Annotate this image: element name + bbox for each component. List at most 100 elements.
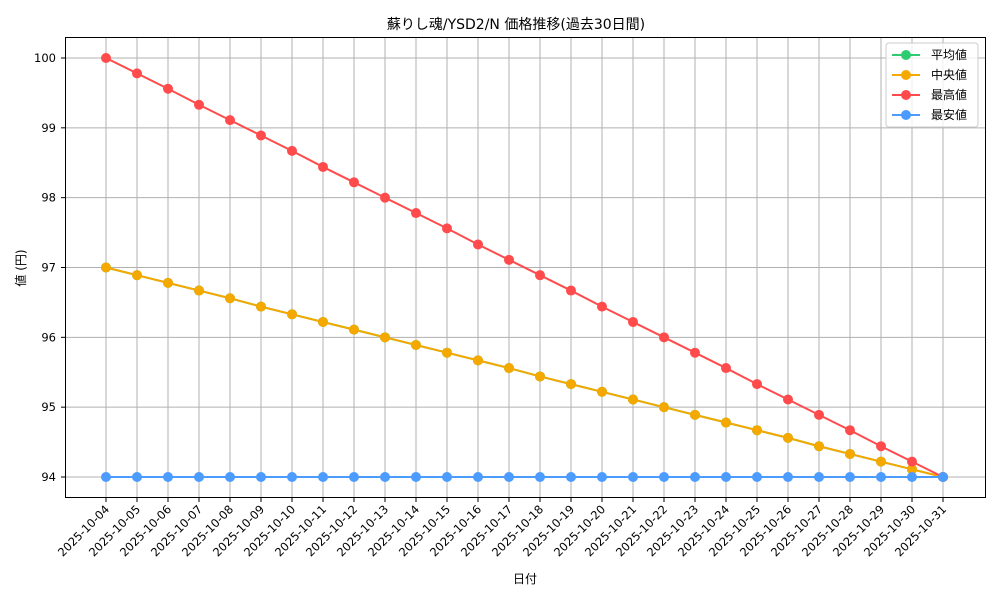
data-point bbox=[101, 262, 111, 273]
legend-label: 最高値 bbox=[931, 87, 967, 102]
data-point bbox=[442, 347, 452, 358]
data-point bbox=[659, 332, 669, 343]
data-point bbox=[256, 301, 266, 312]
data-point bbox=[101, 53, 111, 63]
series-line bbox=[105, 57, 944, 478]
y-tick-label: 100 bbox=[34, 51, 56, 65]
data-point bbox=[101, 472, 111, 482]
data-point bbox=[721, 363, 731, 374]
data-point bbox=[287, 472, 297, 482]
y-tick-label: 95 bbox=[41, 400, 56, 414]
plot-frame bbox=[65, 37, 986, 498]
data-point bbox=[814, 441, 824, 452]
y-axis-ticks: 94 95 96 97 98 99 100 bbox=[34, 51, 65, 484]
data-point bbox=[597, 386, 607, 397]
series-line bbox=[105, 266, 944, 478]
data-point bbox=[535, 472, 545, 482]
y-axis-label: 値 (円) bbox=[13, 249, 28, 286]
data-point bbox=[907, 456, 917, 467]
legend-item: 平均値 bbox=[892, 47, 967, 62]
data-point bbox=[752, 379, 762, 390]
data-point bbox=[194, 472, 204, 482]
legend-marker-icon bbox=[901, 70, 911, 80]
data-point bbox=[132, 270, 142, 281]
series-中央値 bbox=[101, 262, 948, 482]
data-point bbox=[318, 472, 328, 482]
data-point bbox=[194, 99, 204, 110]
legend-label: 中央値 bbox=[931, 67, 967, 82]
x-axis-label: 日付 bbox=[513, 572, 537, 586]
legend-box bbox=[885, 42, 979, 128]
data-point bbox=[845, 425, 855, 436]
data-point bbox=[380, 192, 390, 203]
data-point bbox=[380, 332, 390, 343]
data-point bbox=[473, 472, 483, 482]
y-tick-label: 94 bbox=[41, 470, 56, 484]
data-point bbox=[256, 130, 266, 141]
data-point bbox=[225, 293, 235, 304]
data-point bbox=[628, 394, 638, 405]
data-point bbox=[132, 68, 142, 79]
data-point bbox=[597, 472, 607, 482]
data-point bbox=[752, 472, 762, 482]
legend-marker-icon bbox=[901, 50, 911, 60]
data-point bbox=[380, 472, 390, 482]
x-axis-ticks: 2025-10-042025-10-052025-10-062025-10-07… bbox=[55, 498, 949, 559]
data-point bbox=[411, 340, 421, 351]
data-point bbox=[845, 472, 855, 482]
data-point bbox=[907, 472, 917, 482]
data-point bbox=[442, 472, 452, 482]
data-point bbox=[163, 277, 173, 288]
data-point bbox=[349, 177, 359, 188]
grid-lines bbox=[65, 37, 985, 497]
data-point bbox=[752, 425, 762, 436]
data-point bbox=[783, 432, 793, 443]
y-tick-label: 97 bbox=[41, 261, 56, 275]
legend-label: 最安値 bbox=[931, 107, 967, 122]
data-point bbox=[225, 115, 235, 126]
y-tick-label: 98 bbox=[41, 191, 56, 205]
data-point bbox=[442, 223, 452, 234]
data-point bbox=[473, 239, 483, 250]
data-point bbox=[504, 363, 514, 374]
data-point bbox=[504, 472, 514, 482]
data-point bbox=[690, 347, 700, 358]
data-point bbox=[566, 472, 576, 482]
data-point bbox=[504, 254, 514, 265]
data-point bbox=[597, 301, 607, 312]
data-point bbox=[876, 441, 886, 452]
data-point bbox=[163, 83, 173, 94]
data-point bbox=[566, 285, 576, 296]
data-point bbox=[411, 208, 421, 219]
legend-marker-icon bbox=[901, 90, 911, 100]
data-point bbox=[287, 309, 297, 320]
series-lines bbox=[101, 53, 948, 482]
data-point bbox=[318, 161, 328, 172]
legend-marker-icon bbox=[901, 110, 911, 120]
data-point bbox=[907, 464, 917, 475]
data-point bbox=[349, 472, 359, 482]
data-point bbox=[938, 472, 948, 482]
legend-item: 最安値 bbox=[892, 107, 967, 122]
legend-item: 最高値 bbox=[892, 87, 967, 102]
data-point bbox=[814, 409, 824, 420]
data-point bbox=[566, 379, 576, 390]
data-point bbox=[876, 456, 886, 467]
data-point bbox=[721, 472, 731, 482]
data-point bbox=[690, 472, 700, 482]
y-tick-label: 99 bbox=[41, 121, 56, 135]
data-point bbox=[814, 472, 824, 482]
data-point bbox=[628, 472, 638, 482]
data-point bbox=[659, 402, 669, 413]
data-point bbox=[194, 285, 204, 296]
series-最安値 bbox=[101, 472, 948, 482]
data-point bbox=[690, 409, 700, 420]
data-point bbox=[225, 472, 235, 482]
legend-item: 中央値 bbox=[892, 67, 967, 82]
legend-label: 平均値 bbox=[931, 47, 967, 62]
data-point bbox=[318, 316, 328, 327]
data-point bbox=[473, 355, 483, 366]
data-point bbox=[783, 472, 793, 482]
data-point bbox=[876, 472, 886, 482]
